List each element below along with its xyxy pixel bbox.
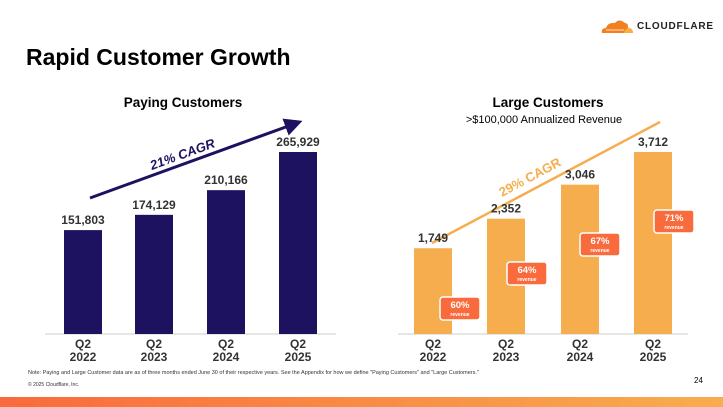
badge-label: revenue xyxy=(517,277,536,283)
category-label: Q2 xyxy=(498,337,514,351)
value-label: 151,803 xyxy=(61,213,105,227)
revenue-badge xyxy=(506,261,548,286)
category-label: Q2 xyxy=(290,337,306,351)
category-label: 2025 xyxy=(640,350,667,364)
cloudflare-logo: CLOUDFLARE xyxy=(600,18,714,34)
bar xyxy=(207,190,245,334)
category-label: 2022 xyxy=(70,350,97,364)
bar xyxy=(414,248,452,334)
copyright: © 2025 Cloudflare, Inc. xyxy=(28,382,80,388)
category-label: 2025 xyxy=(285,350,312,364)
value-label: 1,749 xyxy=(418,231,448,245)
category-label: Q2 xyxy=(645,337,661,351)
value-label: 2,352 xyxy=(491,202,521,216)
value-label: 174,129 xyxy=(132,198,176,212)
badge-pct: 60% xyxy=(450,300,470,311)
value-label: 3,712 xyxy=(638,135,668,149)
bar xyxy=(64,230,102,334)
logo-text: CLOUDFLARE xyxy=(637,20,714,32)
badge-pct: 64% xyxy=(517,265,537,276)
cloud-icon xyxy=(601,20,633,33)
category-label: Q2 xyxy=(146,337,162,351)
bar xyxy=(561,184,599,334)
bars-paying: 151,803Q22022174,129Q22023210,166Q220242… xyxy=(61,135,320,364)
revenue-badge xyxy=(579,232,621,257)
value-label: 3,046 xyxy=(565,168,595,182)
badge-pct: 67% xyxy=(590,236,610,247)
chart-title-large: Large Customers xyxy=(492,95,603,110)
revenue-badge xyxy=(653,209,695,234)
value-label: 210,166 xyxy=(204,173,248,187)
category-label: 2023 xyxy=(493,350,520,364)
badge-label: revenue xyxy=(590,248,609,254)
chart-title-paying: Paying Customers xyxy=(124,95,243,110)
badge-label: revenue xyxy=(664,225,683,231)
bottom-gradient-bar xyxy=(0,397,723,407)
cagr-line-large xyxy=(431,120,661,245)
bar xyxy=(135,214,173,334)
bar xyxy=(279,152,317,334)
bar xyxy=(634,152,672,334)
revenue-badge xyxy=(439,296,481,321)
category-label: 2024 xyxy=(213,350,240,364)
value-label: 265,929 xyxy=(276,135,320,149)
footnote: Note: Paying and Large Customer data are… xyxy=(28,370,479,376)
category-label: Q2 xyxy=(75,337,91,351)
category-label: Q2 xyxy=(572,337,588,351)
category-label: 2022 xyxy=(420,350,447,364)
category-label: Q2 xyxy=(425,337,441,351)
badge-pct: 71% xyxy=(664,213,684,224)
bars-large: 1,749Q2202260%revenue2,352Q2202364%reven… xyxy=(414,135,695,364)
badge-label: revenue xyxy=(450,312,469,318)
category-label: Q2 xyxy=(218,337,234,351)
category-label: 2023 xyxy=(141,350,168,364)
cagr-label-large: 29% CAGR xyxy=(496,154,564,199)
cagr-arrow-paying xyxy=(89,118,303,200)
page-number: 24 xyxy=(694,376,703,385)
category-label: 2024 xyxy=(567,350,594,364)
slide-title: Rapid Customer Growth xyxy=(26,44,291,70)
chart-subtitle-large: >$100,000 Annualized Revenue xyxy=(466,114,622,126)
